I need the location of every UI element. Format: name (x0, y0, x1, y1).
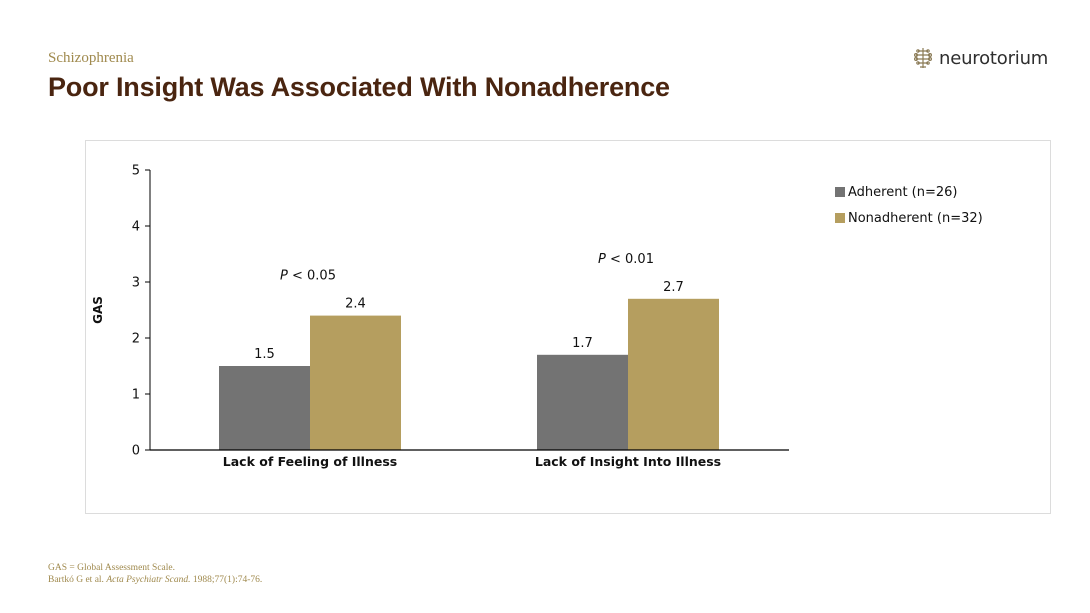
bar-nonadherent (310, 315, 401, 450)
logo-text: neurotorium (939, 47, 1049, 69)
bar-nonadherent (628, 298, 719, 450)
p-symbol: P (598, 252, 606, 267)
bar-value-label: 1.7 (572, 336, 593, 351)
y-axis-title: GAS (91, 296, 105, 324)
reference-journal: Acta Psychiatr Scand. (106, 575, 191, 585)
slide-title: Poor Insight Was Associated With Nonadhe… (48, 72, 670, 102)
legend-swatch-nonadherent (835, 213, 845, 223)
p-symbol: P (280, 269, 288, 284)
bar-value-label: 2.4 (345, 297, 366, 312)
y-tick-label: 4 (132, 220, 140, 235)
p-value-annotation: P < 0.05 (280, 269, 336, 284)
chart-legend: Adherent (n=26) Nonadherent (n=32) (835, 179, 983, 231)
chart-panel: 0 1 2 3 4 5 GAS 1.5 2.4 Lack of Feeling of Illnes… (85, 140, 1051, 514)
legend-label-nonadherent: Nonadherent (n=32) (848, 210, 983, 226)
section-label: Schizophrenia (48, 50, 134, 66)
legend-item-nonadherent: Nonadherent (n=32) (835, 205, 983, 231)
x-category-label: Lack of Insight Into Illness (535, 454, 721, 469)
y-tick-label: 2 (132, 332, 140, 347)
bar-adherent (219, 366, 310, 450)
legend-swatch-adherent (835, 187, 845, 197)
bar-value-label: 2.7 (663, 280, 684, 295)
bar-chart: 0 1 2 3 4 5 GAS 1.5 2.4 Lack of Feeling of Illnes… (91, 164, 789, 469)
brand-logo: neurotorium (912, 45, 1048, 71)
p-value-annotation: P < 0.01 (598, 252, 654, 267)
bar-value-label: 1.5 (254, 347, 275, 362)
brain-circuit-icon (913, 48, 933, 68)
y-tick-label: 5 (132, 164, 140, 179)
bar-adherent (537, 354, 628, 450)
y-tick-label: 1 (132, 388, 140, 403)
reference-details: 1988;77(1):74-76. (190, 575, 263, 585)
y-tick-label: 0 (132, 444, 140, 459)
p-value-text: < 0.01 (606, 252, 654, 267)
p-value-text: < 0.05 (288, 269, 336, 284)
legend-item-adherent: Adherent (n=26) (835, 179, 983, 205)
reference-authors: Bartkó G et al. (48, 575, 107, 585)
footnote-abbreviation: GAS = Global Assessment Scale. (48, 563, 176, 573)
y-tick-label: 3 (132, 276, 140, 291)
footnote-reference: Bartkó G et al. Acta Psychiatr Scand. 19… (48, 575, 262, 585)
legend-label-adherent: Adherent (n=26) (848, 184, 958, 200)
x-category-label: Lack of Feeling of Illness (223, 454, 397, 469)
